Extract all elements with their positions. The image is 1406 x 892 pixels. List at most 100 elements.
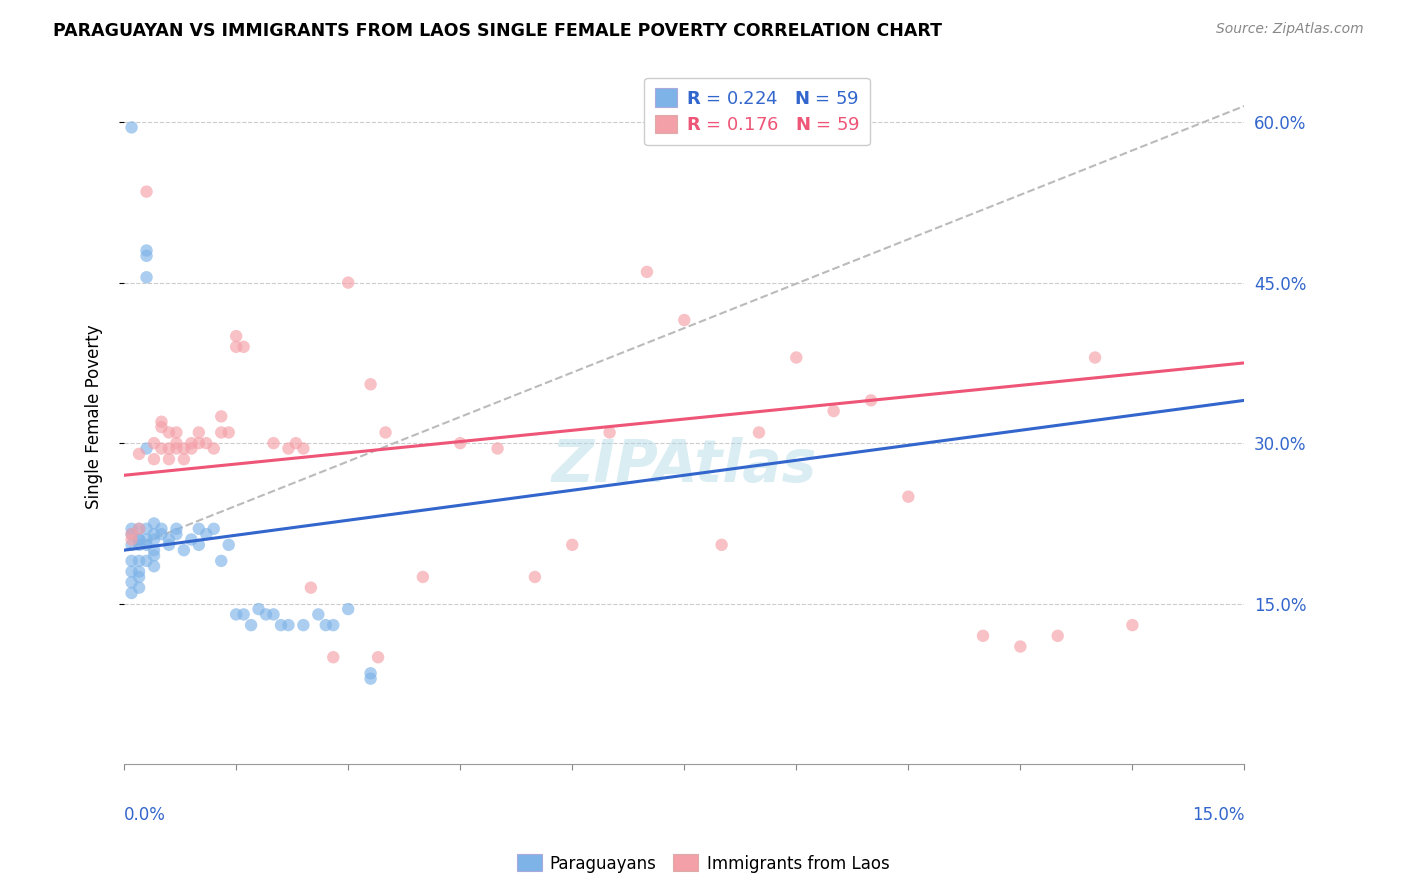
Point: [135, 270, 157, 285]
Point: [187, 538, 209, 552]
Point: [247, 602, 270, 616]
Point: [128, 533, 150, 547]
Point: [143, 516, 166, 531]
Point: [173, 452, 195, 467]
Point: [897, 490, 920, 504]
Point: [374, 425, 396, 440]
Point: [150, 522, 173, 536]
Point: [128, 522, 150, 536]
Point: [143, 543, 166, 558]
Point: [195, 527, 218, 541]
Point: [292, 618, 315, 632]
Text: PARAGUAYAN VS IMMIGRANTS FROM LAOS SINGLE FEMALE POVERTY CORRELATION CHART: PARAGUAYAN VS IMMIGRANTS FROM LAOS SINGL…: [53, 22, 942, 40]
Point: [1084, 351, 1107, 365]
Point: [128, 565, 150, 579]
Point: [360, 377, 382, 392]
Point: [150, 415, 173, 429]
Point: [157, 538, 180, 552]
Point: [337, 602, 360, 616]
Point: [486, 442, 509, 456]
Legend: Paraguayans, Immigrants from Laos: Paraguayans, Immigrants from Laos: [510, 847, 896, 880]
Point: [121, 533, 143, 547]
Point: [143, 533, 166, 547]
Point: [150, 420, 173, 434]
Point: [135, 185, 157, 199]
Point: [225, 607, 247, 622]
Point: [187, 436, 209, 450]
Point: [135, 442, 157, 456]
Point: [232, 340, 254, 354]
Point: [636, 265, 658, 279]
Point: [135, 554, 157, 568]
Point: [165, 436, 187, 450]
Point: [972, 629, 994, 643]
Point: [121, 522, 143, 536]
Point: [322, 618, 344, 632]
Point: [128, 533, 150, 547]
Point: [157, 533, 180, 547]
Point: [121, 575, 143, 590]
Point: [121, 527, 143, 541]
Point: [173, 543, 195, 558]
Point: [367, 650, 389, 665]
Point: [150, 527, 173, 541]
Point: [202, 522, 225, 536]
Point: [143, 452, 166, 467]
Text: Source: ZipAtlas.com: Source: ZipAtlas.com: [1216, 22, 1364, 37]
Point: [157, 425, 180, 440]
Point: [523, 570, 546, 584]
Point: [121, 527, 143, 541]
Point: [180, 436, 202, 450]
Point: [128, 554, 150, 568]
Point: [412, 570, 434, 584]
Point: [128, 570, 150, 584]
Point: [165, 425, 187, 440]
Point: [157, 452, 180, 467]
Point: [180, 533, 202, 547]
Point: [322, 650, 344, 665]
Point: [218, 425, 240, 440]
Point: [270, 618, 292, 632]
Point: [165, 442, 187, 456]
Point: [277, 618, 299, 632]
Point: [254, 607, 277, 622]
Point: [284, 436, 307, 450]
Point: [218, 538, 240, 552]
Point: [599, 425, 621, 440]
Point: [135, 522, 157, 536]
Point: [128, 447, 150, 461]
Point: [240, 618, 263, 632]
Point: [225, 340, 247, 354]
Point: [299, 581, 322, 595]
Point: [263, 607, 285, 622]
Point: [165, 522, 187, 536]
Point: [209, 425, 232, 440]
Point: [128, 581, 150, 595]
Point: [1010, 640, 1032, 654]
Point: [128, 522, 150, 536]
Point: [187, 522, 209, 536]
Point: [121, 120, 143, 135]
Point: [710, 538, 733, 552]
Point: [823, 404, 845, 418]
Point: [195, 436, 218, 450]
Point: [360, 672, 382, 686]
Point: [859, 393, 882, 408]
Point: [121, 538, 143, 552]
Point: [157, 442, 180, 456]
Point: [307, 607, 329, 622]
Point: [337, 276, 360, 290]
Legend: $\mathbf{R}$ = 0.224   $\mathbf{N}$ = 59, $\mathbf{R}$ = 0.176   $\mathbf{N}$ = : $\mathbf{R}$ = 0.224 $\mathbf{N}$ = 59, …: [644, 78, 870, 145]
Point: [121, 565, 143, 579]
Point: [187, 425, 209, 440]
Point: [1046, 629, 1069, 643]
Point: [143, 436, 166, 450]
Point: [1121, 618, 1143, 632]
Point: [135, 244, 157, 258]
Point: [202, 442, 225, 456]
Point: [143, 559, 166, 574]
Point: [121, 554, 143, 568]
Text: 0.0%: 0.0%: [124, 806, 166, 824]
Point: [180, 442, 202, 456]
Point: [173, 442, 195, 456]
